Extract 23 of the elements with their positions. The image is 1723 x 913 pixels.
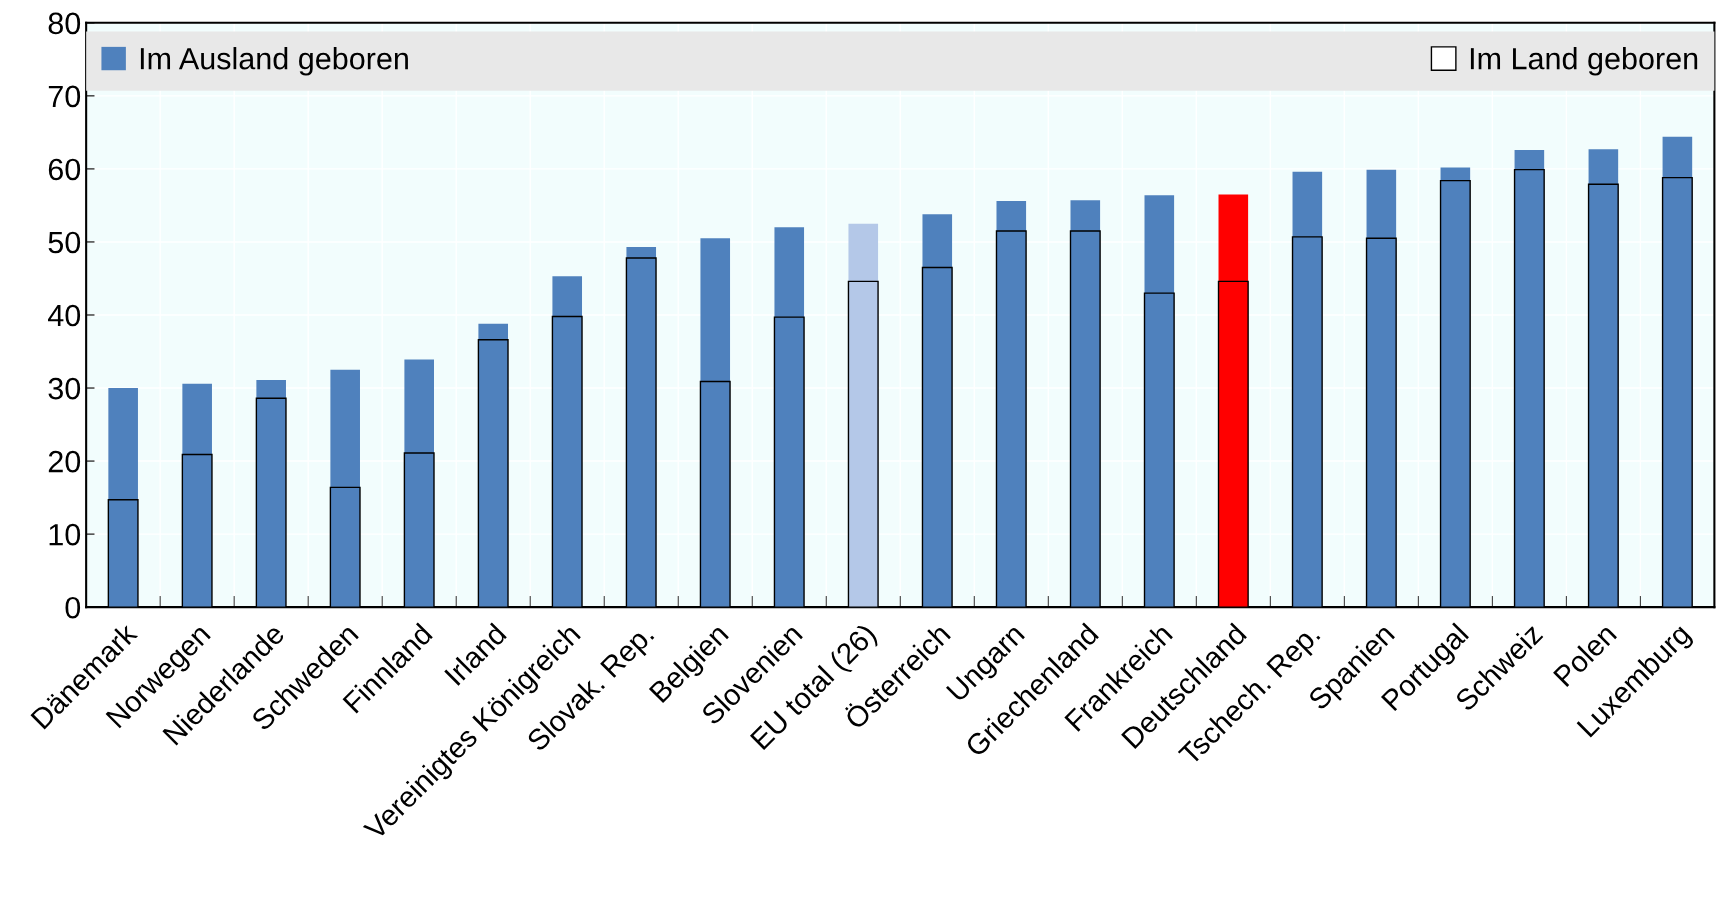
bar (1144, 195, 1175, 608)
y-tick-label: 10 (49, 523, 81, 546)
y-tick-label: 0 (65, 596, 81, 619)
bar (848, 223, 879, 608)
bar (1366, 169, 1397, 608)
legend-label: Im Ausland geboren (140, 47, 408, 76)
bar (1218, 194, 1249, 608)
bar (108, 388, 138, 608)
legend-label: Im Land geboren (1470, 47, 1698, 76)
y-tick-label: 80 (48, 12, 81, 35)
y-tick-label: 20 (48, 450, 81, 473)
bar (922, 214, 953, 608)
bar (404, 359, 434, 608)
bar (182, 383, 212, 608)
bar (774, 227, 805, 608)
y-tick-label: 70 (48, 85, 81, 108)
y-tick-label: 40 (48, 304, 81, 327)
y-tick-label: 50 (48, 231, 81, 254)
y-tick-label: 30 (48, 377, 81, 400)
bar (1292, 171, 1323, 608)
bar (700, 238, 731, 608)
bar (330, 369, 360, 608)
y-tick-label: 60 (48, 158, 81, 181)
